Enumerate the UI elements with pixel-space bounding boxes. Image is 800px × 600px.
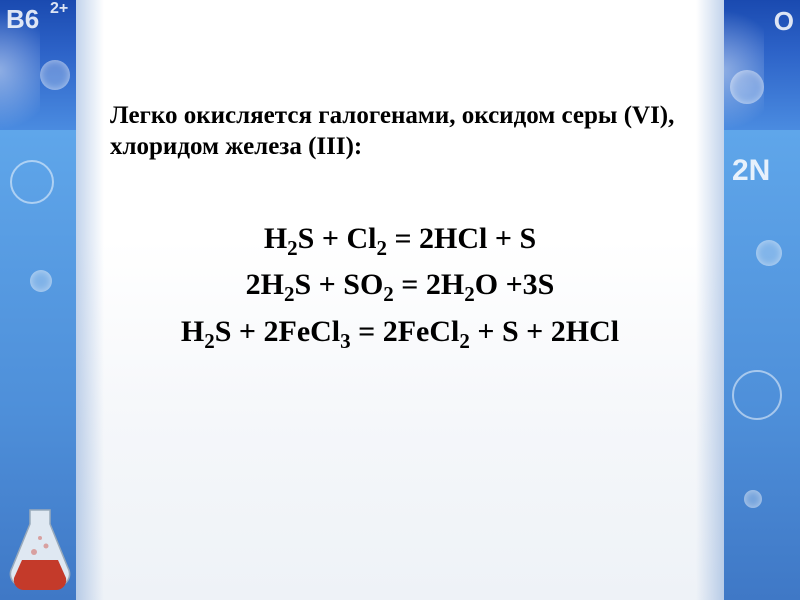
decor-formula-left: B6 (6, 4, 39, 35)
edge-shadow-right (696, 0, 724, 600)
ring-icon (732, 370, 782, 420)
equation-2: 2H2S + SO2 = 2H2O +3S (110, 265, 690, 306)
bubble-icon (744, 490, 762, 508)
bubble-icon (756, 240, 782, 266)
slide: B6 2+ O 2N (0, 0, 800, 600)
edge-shadow-left (76, 0, 104, 600)
bubble-icon (30, 270, 52, 292)
bubble-icon (730, 70, 764, 104)
equations-block: H2S + Cl2 = 2HCl + S 2H2S + SO2 = 2H2O +… (110, 219, 690, 353)
decor-formula-right-a: O (774, 6, 794, 37)
right-strip-top: O (724, 0, 800, 130)
slide-content: Легко окисляется галогенами, оксидом сер… (110, 100, 690, 358)
left-strip-top: B6 2+ (0, 0, 76, 130)
right-strip-bottom: 2N (724, 130, 800, 600)
right-decorative-strip: O 2N (724, 0, 800, 600)
left-strip-bottom (0, 130, 76, 600)
left-decorative-strip: B6 2+ (0, 0, 76, 600)
intro-text: Легко окисляется галогенами, оксидом сер… (110, 100, 690, 163)
ring-icon (10, 160, 54, 204)
flask-icon (4, 508, 76, 592)
bubble-icon (40, 60, 70, 90)
decor-superscript-left: 2+ (50, 0, 68, 18)
decor-formula-right-b: 2N (732, 154, 770, 188)
equation-3: H2S + 2FeCl3 = 2FeCl2 + S + 2HCl (110, 312, 690, 353)
equation-1: H2S + Cl2 = 2HCl + S (110, 219, 690, 260)
